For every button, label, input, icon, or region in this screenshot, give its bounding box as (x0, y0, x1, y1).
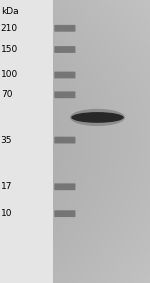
Ellipse shape (71, 112, 124, 123)
FancyBboxPatch shape (54, 46, 75, 53)
FancyBboxPatch shape (54, 91, 75, 98)
Text: kDa: kDa (1, 7, 18, 16)
Ellipse shape (70, 109, 125, 126)
Text: 70: 70 (1, 90, 12, 99)
FancyBboxPatch shape (54, 183, 75, 190)
FancyBboxPatch shape (54, 210, 75, 217)
FancyBboxPatch shape (54, 72, 75, 78)
Text: 210: 210 (1, 24, 18, 33)
FancyBboxPatch shape (54, 25, 75, 32)
Text: 35: 35 (1, 136, 12, 145)
FancyBboxPatch shape (54, 137, 75, 143)
Text: 10: 10 (1, 209, 12, 218)
Text: 100: 100 (1, 70, 18, 80)
Text: 150: 150 (1, 45, 18, 54)
Text: 17: 17 (1, 182, 12, 191)
